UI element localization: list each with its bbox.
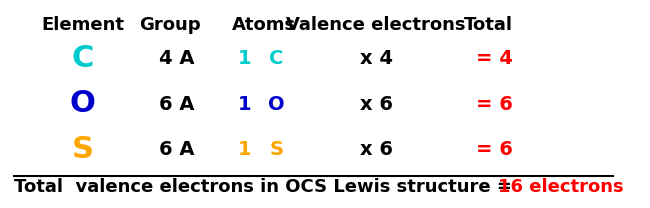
Text: O: O: [70, 89, 96, 119]
Text: Valence electrons: Valence electrons: [287, 16, 466, 34]
Text: Total  valence electrons in OCS Lewis structure =: Total valence electrons in OCS Lewis str…: [14, 178, 518, 196]
Text: Element: Element: [41, 16, 124, 34]
Text: 1: 1: [238, 140, 252, 159]
Text: 16 electrons: 16 electrons: [499, 178, 624, 196]
Text: x 4: x 4: [359, 49, 393, 68]
Text: 6 A: 6 A: [159, 94, 194, 114]
Text: O: O: [268, 94, 285, 114]
Text: Atoms: Atoms: [231, 16, 296, 34]
Text: Group: Group: [139, 16, 201, 34]
Text: = 6: = 6: [476, 140, 514, 159]
Text: 4 A: 4 A: [159, 49, 194, 68]
Text: = 6: = 6: [476, 94, 514, 114]
Text: 6 A: 6 A: [159, 140, 194, 159]
Text: 1: 1: [238, 94, 252, 114]
Text: S: S: [269, 140, 283, 159]
Text: C: C: [72, 44, 94, 73]
Text: S: S: [72, 135, 94, 164]
Text: Total: Total: [464, 16, 513, 34]
Text: C: C: [269, 49, 283, 68]
Text: x 6: x 6: [359, 140, 393, 159]
Text: = 4: = 4: [476, 49, 514, 68]
Text: 1: 1: [238, 49, 252, 68]
Text: x 6: x 6: [359, 94, 393, 114]
